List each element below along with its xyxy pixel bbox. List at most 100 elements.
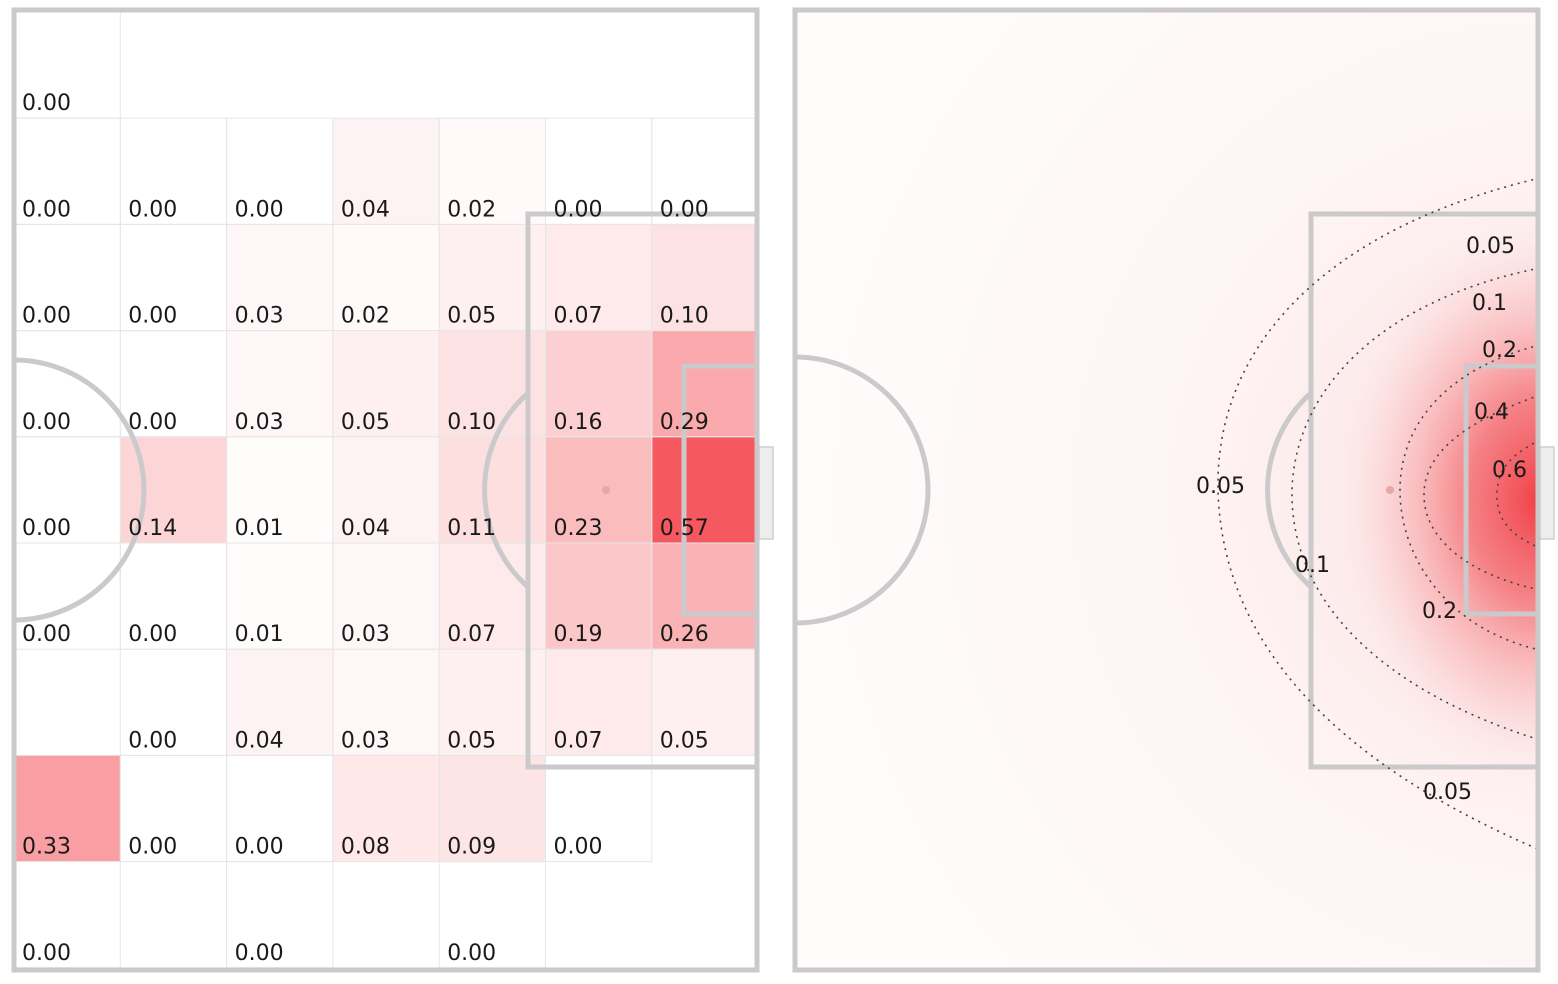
heatmap-cell-label: 0.02 [341,304,390,329]
contour-label: 0.2 [1482,338,1517,363]
right-penalty-box [1308,211,1538,770]
heatmap-cell-label: 0.09 [447,835,496,860]
left-penalty-arc [482,391,530,589]
heatmap-cell-label: 0.19 [554,622,603,647]
heatmap-cell [545,330,652,437]
heatmap-cell-label: 0.00 [22,516,71,541]
heatmap-cell [226,649,333,756]
contour-label: 0.1 [1472,291,1507,316]
grid-heatmap-panel: 0.00 0.00 0.00 0.00 0.04 0.02 0.00 0.00 0.00 0.00… [11,7,774,973]
heatmap-cell-label: 0.00 [235,197,284,222]
heatmap-cell-label: 0.26 [660,622,709,647]
heatmap-cell-label: 0.00 [22,304,71,329]
heatmap-cell-label: 0.11 [447,516,496,541]
right-six-yard-box [1463,363,1538,617]
left-six-yard-box [681,363,757,617]
heatmap-cell [332,436,440,543]
heatmap-cell-label: 0.33 [22,835,71,860]
heatmap-cell [14,12,121,119]
heatmap-cell-label: 0.57 [660,516,709,541]
heatmap-cell-label: 0.04 [235,728,284,753]
heatmap-cell [332,330,440,437]
heatmap-cell [332,649,440,756]
heatmap-cell-label: 0.05 [447,728,496,753]
heatmap-cell [439,755,546,862]
heatmap-cell-labels: 0.00 0.00 0.00 0.00 0.04 0.02 0.00 0.00 0.00 0.00… [22,91,709,966]
heatmap-cell [14,861,121,968]
contour-label: 0.1 [1295,553,1330,578]
heatmap-cell [120,755,227,862]
heatmap-cell-label: 0.03 [235,304,284,329]
contour-label: 0.05 [1196,474,1245,499]
heatmap-cell-label: 0.03 [235,410,284,435]
contour-label: 0.05 [1423,780,1472,805]
heatmap-cell-label: 0.00 [22,410,71,435]
heatmap-cells [14,12,759,968]
heatmap-cell [439,118,546,225]
heatmap-cell-label: 0.05 [341,410,390,435]
heatmap-cell-label: 0.00 [128,304,177,329]
heatmap-cell-label: 0.00 [22,622,71,647]
xg-contour-lines [1217,177,1538,850]
heatmap-cell [651,543,759,650]
heatmap-cell-label: 0.03 [341,622,390,647]
heatmap-cell [14,224,121,331]
heatmap-cell [545,224,652,331]
heatmap-cell-label: 0.29 [660,410,709,435]
heatmap-cell [651,436,759,543]
right-centre-circle [795,354,931,626]
heatmap-cell-label: 0.10 [660,304,709,329]
right-goal [1539,446,1555,540]
heatmap-cell [332,755,440,862]
heatmap-cell-label: 0.00 [235,941,284,966]
heatmap-cell [332,118,440,225]
heatmap-cell [14,543,121,650]
heatmap-cell [120,118,227,225]
heatmap-cell [226,755,333,862]
heatmap-cell-outline [545,754,653,863]
contour-label: 0.4 [1474,400,1509,425]
heatmap-cell-label: 0.00 [22,941,71,966]
heatmap-cell [332,543,440,650]
heatmap-cell [226,543,333,650]
heatmap-cell-label: 0.01 [235,622,284,647]
heatmap-cell [545,543,652,650]
heatmap-cell-label: 0.00 [128,197,177,222]
heatmap-cell-label: 0.04 [341,516,390,541]
contour-label: 0.6 [1492,458,1527,483]
heatmap-cell-label: 0.00 [22,91,71,116]
heatmap-cell-label: 0.00 [235,835,284,860]
heatmap-cell [439,861,546,968]
heatmap-cell-label: 0.00 [660,197,709,222]
heatmap-cell [120,649,227,756]
heatmap-cell [651,330,759,437]
heatmap-cell [332,224,440,331]
heatmap-cell-label: 0.00 [128,410,177,435]
heatmap-cell-label: 0.01 [235,516,284,541]
heatmap-cell-label: 0.10 [447,410,496,435]
heatmap-cell-label: 0.16 [554,410,603,435]
left-penalty-box [525,211,757,770]
xg-surface-panel: 0.05 0.1 0.2 0.4 0.6 0.05 0.1 0.2 0.05 [792,7,1555,973]
heatmap-cell [120,224,227,331]
right-pitch-markings [795,211,1538,770]
heatmap-cell [226,224,333,331]
heatmap-cell-label: 0.00 [128,622,177,647]
heatmap-cell-label: 0.05 [447,304,496,329]
heatmap-cell-label: 0.00 [554,835,603,860]
left-pitch-markings [14,211,757,770]
heatmap-cell [226,436,333,543]
heatmap-cell-label: 0.05 [660,728,709,753]
heatmap-cell [14,118,121,225]
left-pitch-border [11,7,760,973]
heatmap-cell [14,755,121,862]
contour-label: 0.2 [1422,599,1457,624]
left-centre-circle [14,357,147,623]
heatmap-cell-label: 0.23 [554,516,603,541]
right-pitch-border [792,7,1541,973]
right-penalty-spot [1386,486,1394,494]
xg-contour-labels: 0.05 0.1 0.2 0.4 0.6 0.05 0.1 0.2 0.05 [1196,234,1527,805]
heatmap-cell [120,543,227,650]
heatmap-cell-label: 0.07 [447,622,496,647]
